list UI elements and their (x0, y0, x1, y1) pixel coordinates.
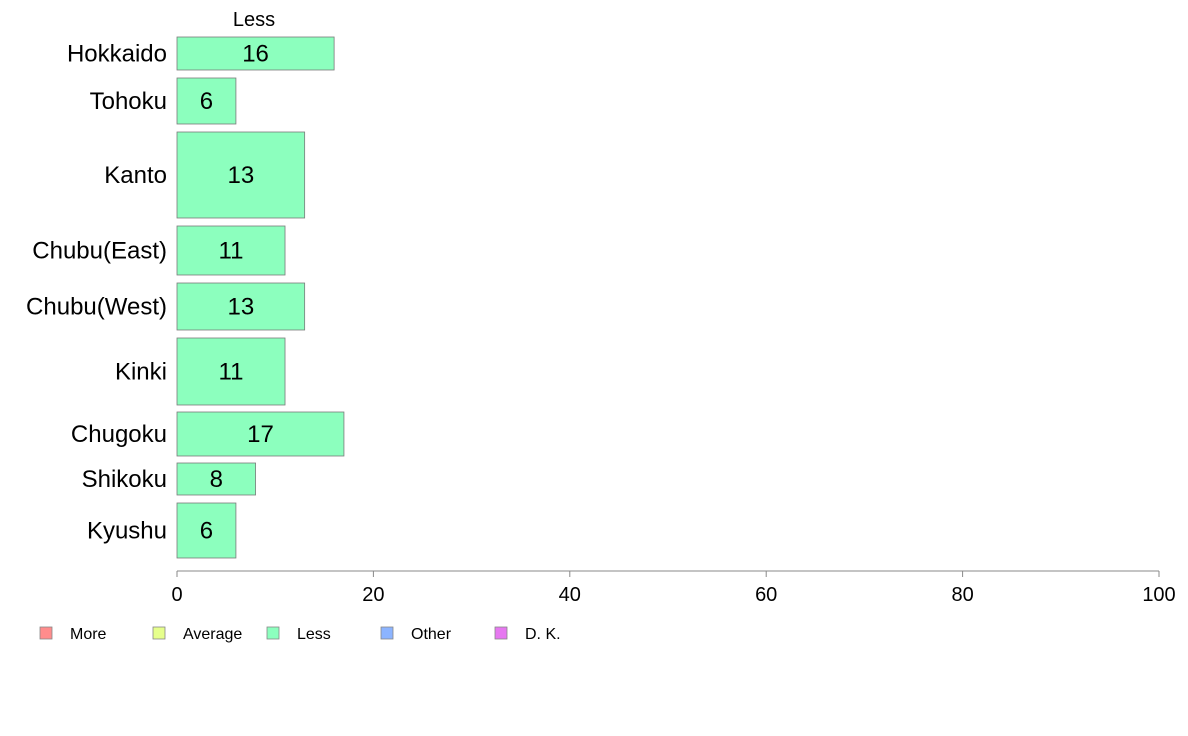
category-labels-group: Hokkaido Tohoku Kanto Chubu(East) Chubu(West… (26, 41, 167, 545)
legend-label: Average (183, 626, 242, 643)
legend-swatch-less (266, 626, 280, 640)
x-tick-label: 0 (171, 584, 182, 606)
legend: More Average Less Other D. K. (39, 626, 561, 643)
x-tick-label: 40 (559, 584, 581, 606)
bar-value-label: 11 (219, 359, 244, 386)
category-label: Chubu(West) (26, 294, 167, 321)
bar-chubu-west (176, 282, 306, 331)
category-label: Hokkaido (67, 41, 167, 68)
x-tick-label: 20 (362, 584, 384, 606)
legend-label: Less (297, 626, 331, 643)
category-label: Kyushu (87, 518, 167, 545)
x-tick-label: 80 (951, 584, 973, 606)
category-label: Tohoku (90, 88, 167, 115)
legend-label: Other (411, 626, 452, 643)
category-label: Kanto (104, 162, 167, 189)
bar-kyushu (176, 502, 237, 559)
category-label: Shikoku (82, 466, 167, 493)
legend-label: D. K. (525, 626, 561, 643)
bar-kanto (176, 131, 306, 219)
bar-value-label: 6 (200, 518, 213, 545)
category-label: Chugoku (71, 421, 167, 448)
bar-chubu-east (176, 225, 286, 276)
legend-swatch-average (152, 626, 166, 640)
category-label: Chubu(East) (32, 238, 167, 265)
bar-value-labels-group: 16 6 13 11 13 11 17 8 6 (200, 41, 274, 545)
legend-swatch-d-k (494, 626, 508, 640)
bar-chugoku (176, 411, 345, 457)
bar-value-label: 13 (227, 294, 254, 321)
x-axis: 0 20 40 60 80 100 (171, 570, 1176, 606)
legend-swatch-more (39, 626, 53, 640)
bar-tohoku (176, 77, 237, 125)
bars-group (176, 36, 345, 559)
bar-hokkaido (176, 36, 335, 71)
bar-value-label: 8 (210, 466, 223, 493)
bar-shikoku (176, 462, 256, 496)
legend-swatch-other (380, 626, 394, 640)
bar-value-label: 16 (242, 41, 269, 68)
column-header-label: Less (233, 9, 275, 31)
bar-value-label: 17 (247, 421, 274, 448)
legend-label: More (70, 626, 107, 643)
bar-value-label: 13 (227, 162, 254, 189)
category-label: Kinki (115, 359, 167, 386)
x-tick-label: 100 (1142, 584, 1175, 606)
bar-value-label: 11 (219, 238, 244, 265)
bar-kinki (176, 337, 286, 406)
bar-value-label: 6 (200, 88, 213, 115)
x-tick-label: 60 (755, 584, 777, 606)
